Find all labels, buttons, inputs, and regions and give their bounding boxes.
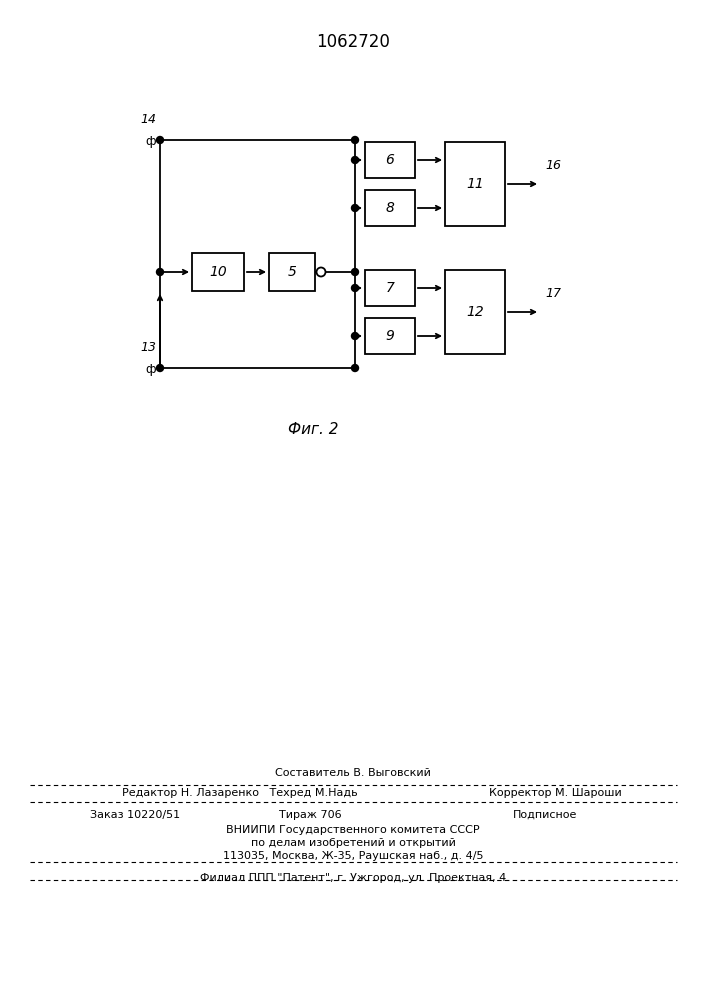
Text: 13: 13 (140, 341, 156, 354)
Bar (192, 253, 244, 291)
Text: 16: 16 (545, 159, 561, 172)
Circle shape (351, 284, 358, 292)
Circle shape (351, 332, 358, 340)
Bar (365, 142, 415, 178)
Text: 6: 6 (385, 153, 395, 167)
Circle shape (317, 267, 325, 276)
Bar (365, 270, 415, 306)
Text: Корректор М. Шароши: Корректор М. Шароши (489, 788, 621, 798)
Text: Фиг. 2: Фиг. 2 (288, 422, 339, 438)
Circle shape (351, 136, 358, 143)
Text: 12: 12 (466, 305, 484, 319)
Text: Редактор Н. Лазаренко   Техред М.Надь: Редактор Н. Лазаренко Техред М.Надь (122, 788, 358, 798)
Text: по делам изобретений и открытий: по делам изобретений и открытий (250, 838, 455, 848)
Circle shape (351, 268, 358, 275)
Text: 11: 11 (466, 177, 484, 191)
Bar (445, 142, 505, 226)
Bar (269, 253, 315, 291)
Circle shape (351, 205, 358, 212)
Text: Филиал ППП "Патент", г. Ужгород, ул. Проектная, 4: Филиал ППП "Патент", г. Ужгород, ул. Про… (200, 873, 506, 883)
Text: 17: 17 (545, 287, 561, 300)
Text: 14: 14 (140, 113, 156, 126)
Text: 113035, Москва, Ж-35, Раушская наб., д. 4/5: 113035, Москва, Ж-35, Раушская наб., д. … (223, 851, 484, 861)
Text: 9: 9 (385, 329, 395, 343)
Text: ф: ф (146, 135, 156, 148)
Text: ф: ф (146, 363, 156, 376)
Bar (365, 190, 415, 226)
Text: Подписное: Подписное (513, 810, 577, 820)
Text: Заказ 10220/51: Заказ 10220/51 (90, 810, 180, 820)
Text: 5: 5 (288, 265, 296, 279)
Bar (365, 318, 415, 354)
Circle shape (156, 268, 163, 275)
Text: 1062720: 1062720 (317, 33, 390, 51)
Text: ВНИИПИ Государственного комитета СССР: ВНИИПИ Государственного комитета СССР (226, 825, 480, 835)
Circle shape (156, 364, 163, 371)
Circle shape (351, 364, 358, 371)
Bar (445, 270, 505, 354)
Text: Составитель В. Выговский: Составитель В. Выговский (275, 768, 431, 778)
Text: 7: 7 (385, 281, 395, 295)
Text: 10: 10 (209, 265, 227, 279)
Text: Тираж 706: Тираж 706 (279, 810, 341, 820)
Text: 8: 8 (385, 201, 395, 215)
Circle shape (351, 156, 358, 163)
Circle shape (156, 136, 163, 143)
